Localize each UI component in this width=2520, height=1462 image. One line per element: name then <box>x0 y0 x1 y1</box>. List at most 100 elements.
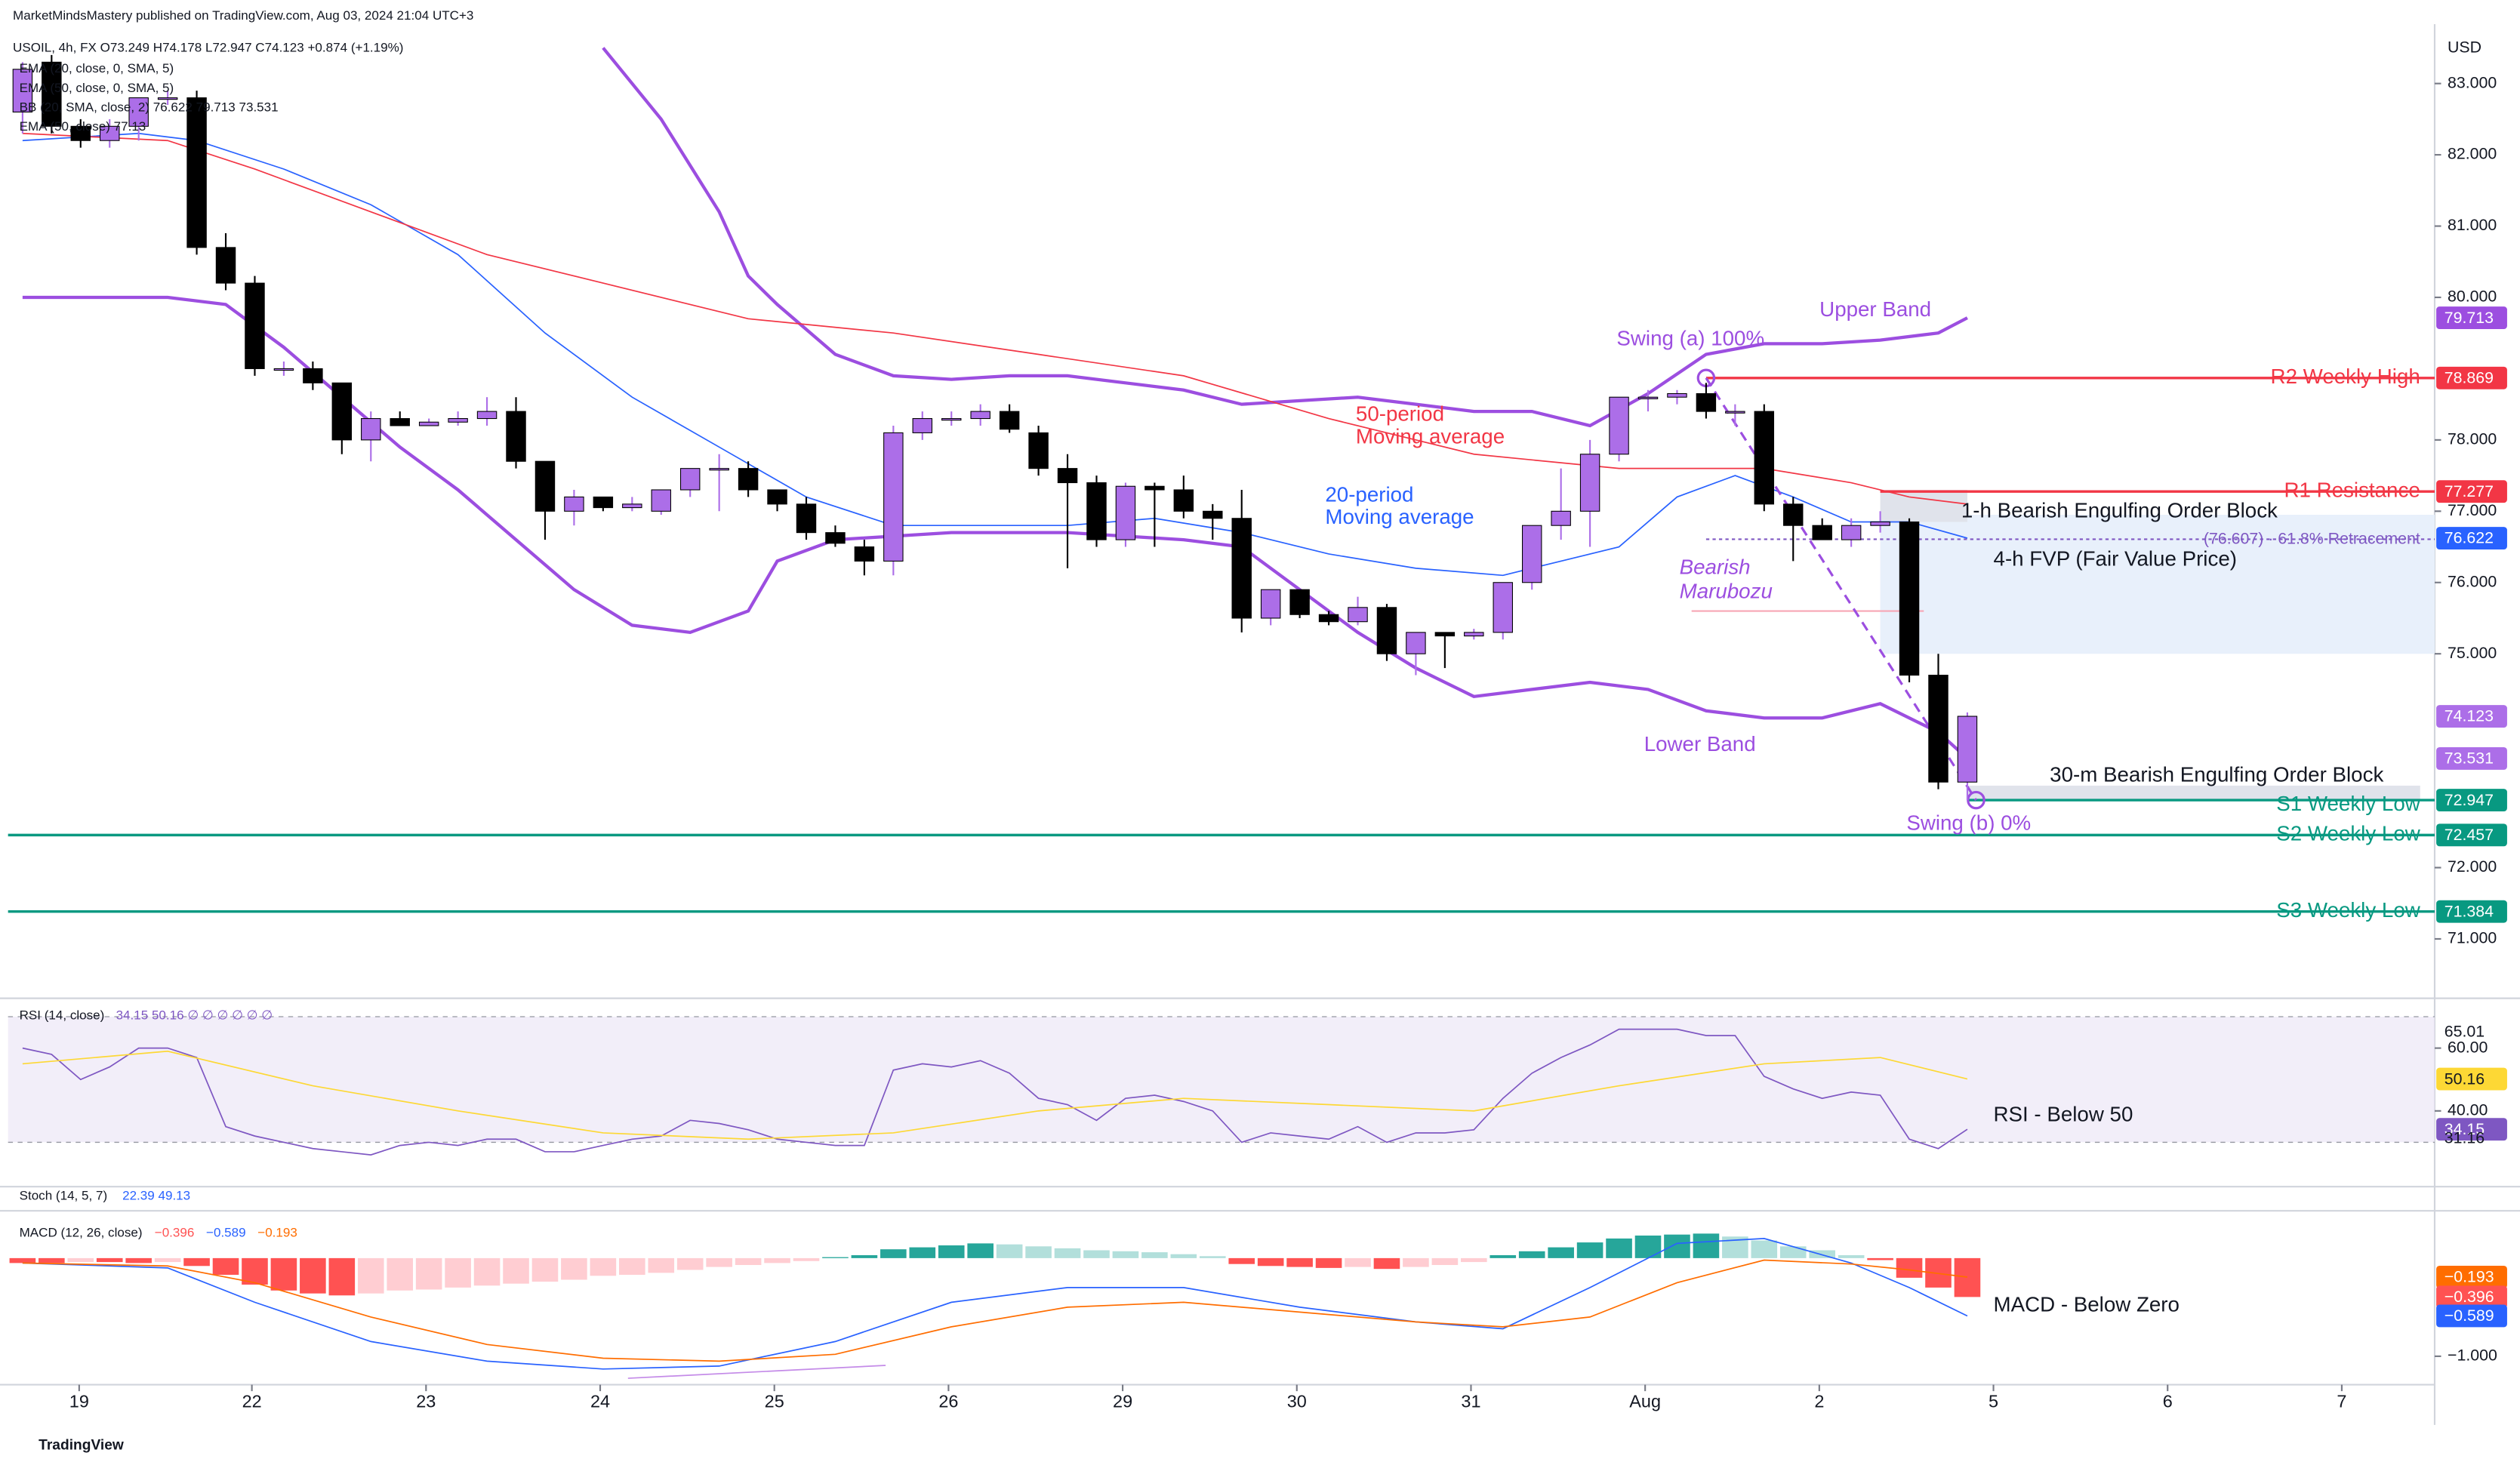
annotation: Marubozu <box>1680 579 1773 602</box>
price-label-box <box>2436 366 2507 389</box>
histogram-bar <box>1490 1254 1517 1258</box>
histogram-bar <box>1112 1251 1139 1258</box>
candle-body <box>506 411 526 462</box>
histogram-bar <box>1373 1257 1400 1270</box>
x-tick-label: 19 <box>69 1391 89 1411</box>
histogram-bar <box>415 1257 442 1290</box>
histogram-bar <box>1606 1238 1632 1258</box>
histogram-bar <box>909 1247 936 1258</box>
candle-body <box>1551 510 1571 526</box>
panel-legend: 34.15 50.16 ∅ ∅ ∅ ∅ ∅ ∅ <box>116 1008 273 1023</box>
x-tick-label: 23 <box>416 1391 436 1411</box>
y-tick-label: 40.00 <box>2448 1100 2488 1119</box>
candle-body <box>1348 607 1368 623</box>
histogram-bar <box>387 1257 414 1291</box>
histogram-bar <box>1576 1242 1603 1258</box>
candle-body <box>1173 489 1194 512</box>
x-tick-label: 26 <box>938 1391 958 1411</box>
candle-body <box>1870 521 1890 526</box>
candle-body <box>1637 396 1659 399</box>
annotation: Bearish <box>1680 555 1751 578</box>
price-label-box <box>2436 306 2507 330</box>
level-label: S3 Weekly Low <box>2276 898 2420 922</box>
price-label: 50.16 <box>2445 1070 2485 1088</box>
candle-body <box>303 368 323 383</box>
price-label: 71.384 <box>2445 902 2494 920</box>
x-tick-label: 30 <box>1287 1391 1307 1411</box>
y-tick-label: −1.000 <box>2448 1347 2497 1365</box>
histogram-bar <box>242 1257 268 1285</box>
price-label: 79.713 <box>2445 309 2494 327</box>
line-series <box>602 47 1968 428</box>
candle-body <box>100 125 120 141</box>
histogram-bar <box>1315 1257 1342 1268</box>
candle-body <box>1928 674 1949 783</box>
price-label: 72.947 <box>2445 791 2494 809</box>
histogram-bar <box>1779 1246 1807 1258</box>
annotations: MarketMindsMastery published on TradingV… <box>13 8 2481 1454</box>
candle-body <box>1521 525 1542 583</box>
histogram-bar <box>67 1257 94 1263</box>
candle-body <box>1493 582 1513 633</box>
histogram-bar <box>880 1249 907 1258</box>
price-label-box <box>2436 1266 2507 1288</box>
y-tick-label: 72.000 <box>2448 857 2497 876</box>
x-tick-label: 6 <box>2163 1391 2173 1411</box>
annotation: Swing (a) 100% <box>1616 326 1764 349</box>
candle-body <box>361 418 381 441</box>
annotation: 1-h Bearish Engulfing Order Block <box>1961 499 2278 522</box>
histogram-bar <box>1025 1246 1052 1258</box>
candle-body <box>941 418 962 421</box>
brand: TradingView <box>39 1438 124 1454</box>
stoch-title: Stoch (14, 5, 7) <box>20 1189 108 1203</box>
histogram-bar <box>445 1257 471 1288</box>
annotation: 4-h FVP (Fair Value Price) <box>1994 547 2237 571</box>
y-tick-label: 83.000 <box>2448 73 2497 91</box>
annotation: Moving average <box>1356 425 1505 448</box>
histogram-bar <box>793 1257 820 1261</box>
candle-body <box>331 382 353 441</box>
candle-body <box>70 125 91 141</box>
price-label-box <box>2436 1285 2507 1309</box>
y-tick-label: 75.000 <box>2448 644 2497 662</box>
candle-body <box>128 97 149 127</box>
candle-body <box>593 496 614 509</box>
x-tick-label: 31 <box>1461 1391 1480 1411</box>
histogram-bar <box>996 1244 1023 1258</box>
price-label-box <box>2436 746 2507 770</box>
histogram-bar <box>300 1257 326 1294</box>
candle-body <box>796 503 817 534</box>
level-label: R2 Weekly High <box>2271 365 2420 388</box>
line-series <box>22 1238 1968 1370</box>
y-tick-label: 81.000 <box>2448 216 2497 234</box>
histogram-bar <box>851 1254 878 1258</box>
price-label-box <box>2436 480 2507 503</box>
panel-title: MACD (12, 26, close) <box>20 1226 143 1240</box>
histogram-bar <box>1170 1254 1197 1258</box>
histogram-bar <box>706 1257 732 1267</box>
candle-body <box>564 496 584 512</box>
histogram-bar <box>270 1257 297 1291</box>
x-tick-label: Aug <box>1629 1391 1661 1411</box>
level-label: S2 Weekly Low <box>2276 822 2420 845</box>
panel-title: RSI (14, close) <box>20 1008 105 1023</box>
histogram-bar <box>1199 1256 1226 1258</box>
line-series <box>22 132 1968 505</box>
histogram-bar <box>357 1257 384 1294</box>
histogram-bar <box>1634 1235 1662 1258</box>
histogram-bar <box>1461 1257 1487 1263</box>
candle-body <box>1203 510 1223 519</box>
level-label: S1 Weekly Low <box>2276 792 2420 815</box>
histogram-bar <box>531 1257 559 1282</box>
histogram-bar <box>1403 1257 1429 1267</box>
symbol-legend: USOIL, 4h, FX O73.249 H74.178 L72.947 C7… <box>13 40 403 54</box>
candle-body <box>1289 589 1310 615</box>
price-label: 78.869 <box>2445 369 2494 387</box>
candle-body <box>157 97 178 100</box>
candle-body <box>679 468 701 491</box>
histogram-bar <box>328 1257 356 1296</box>
x-tick-label: 2 <box>1814 1391 1824 1411</box>
price-label: 76.622 <box>2445 529 2494 547</box>
